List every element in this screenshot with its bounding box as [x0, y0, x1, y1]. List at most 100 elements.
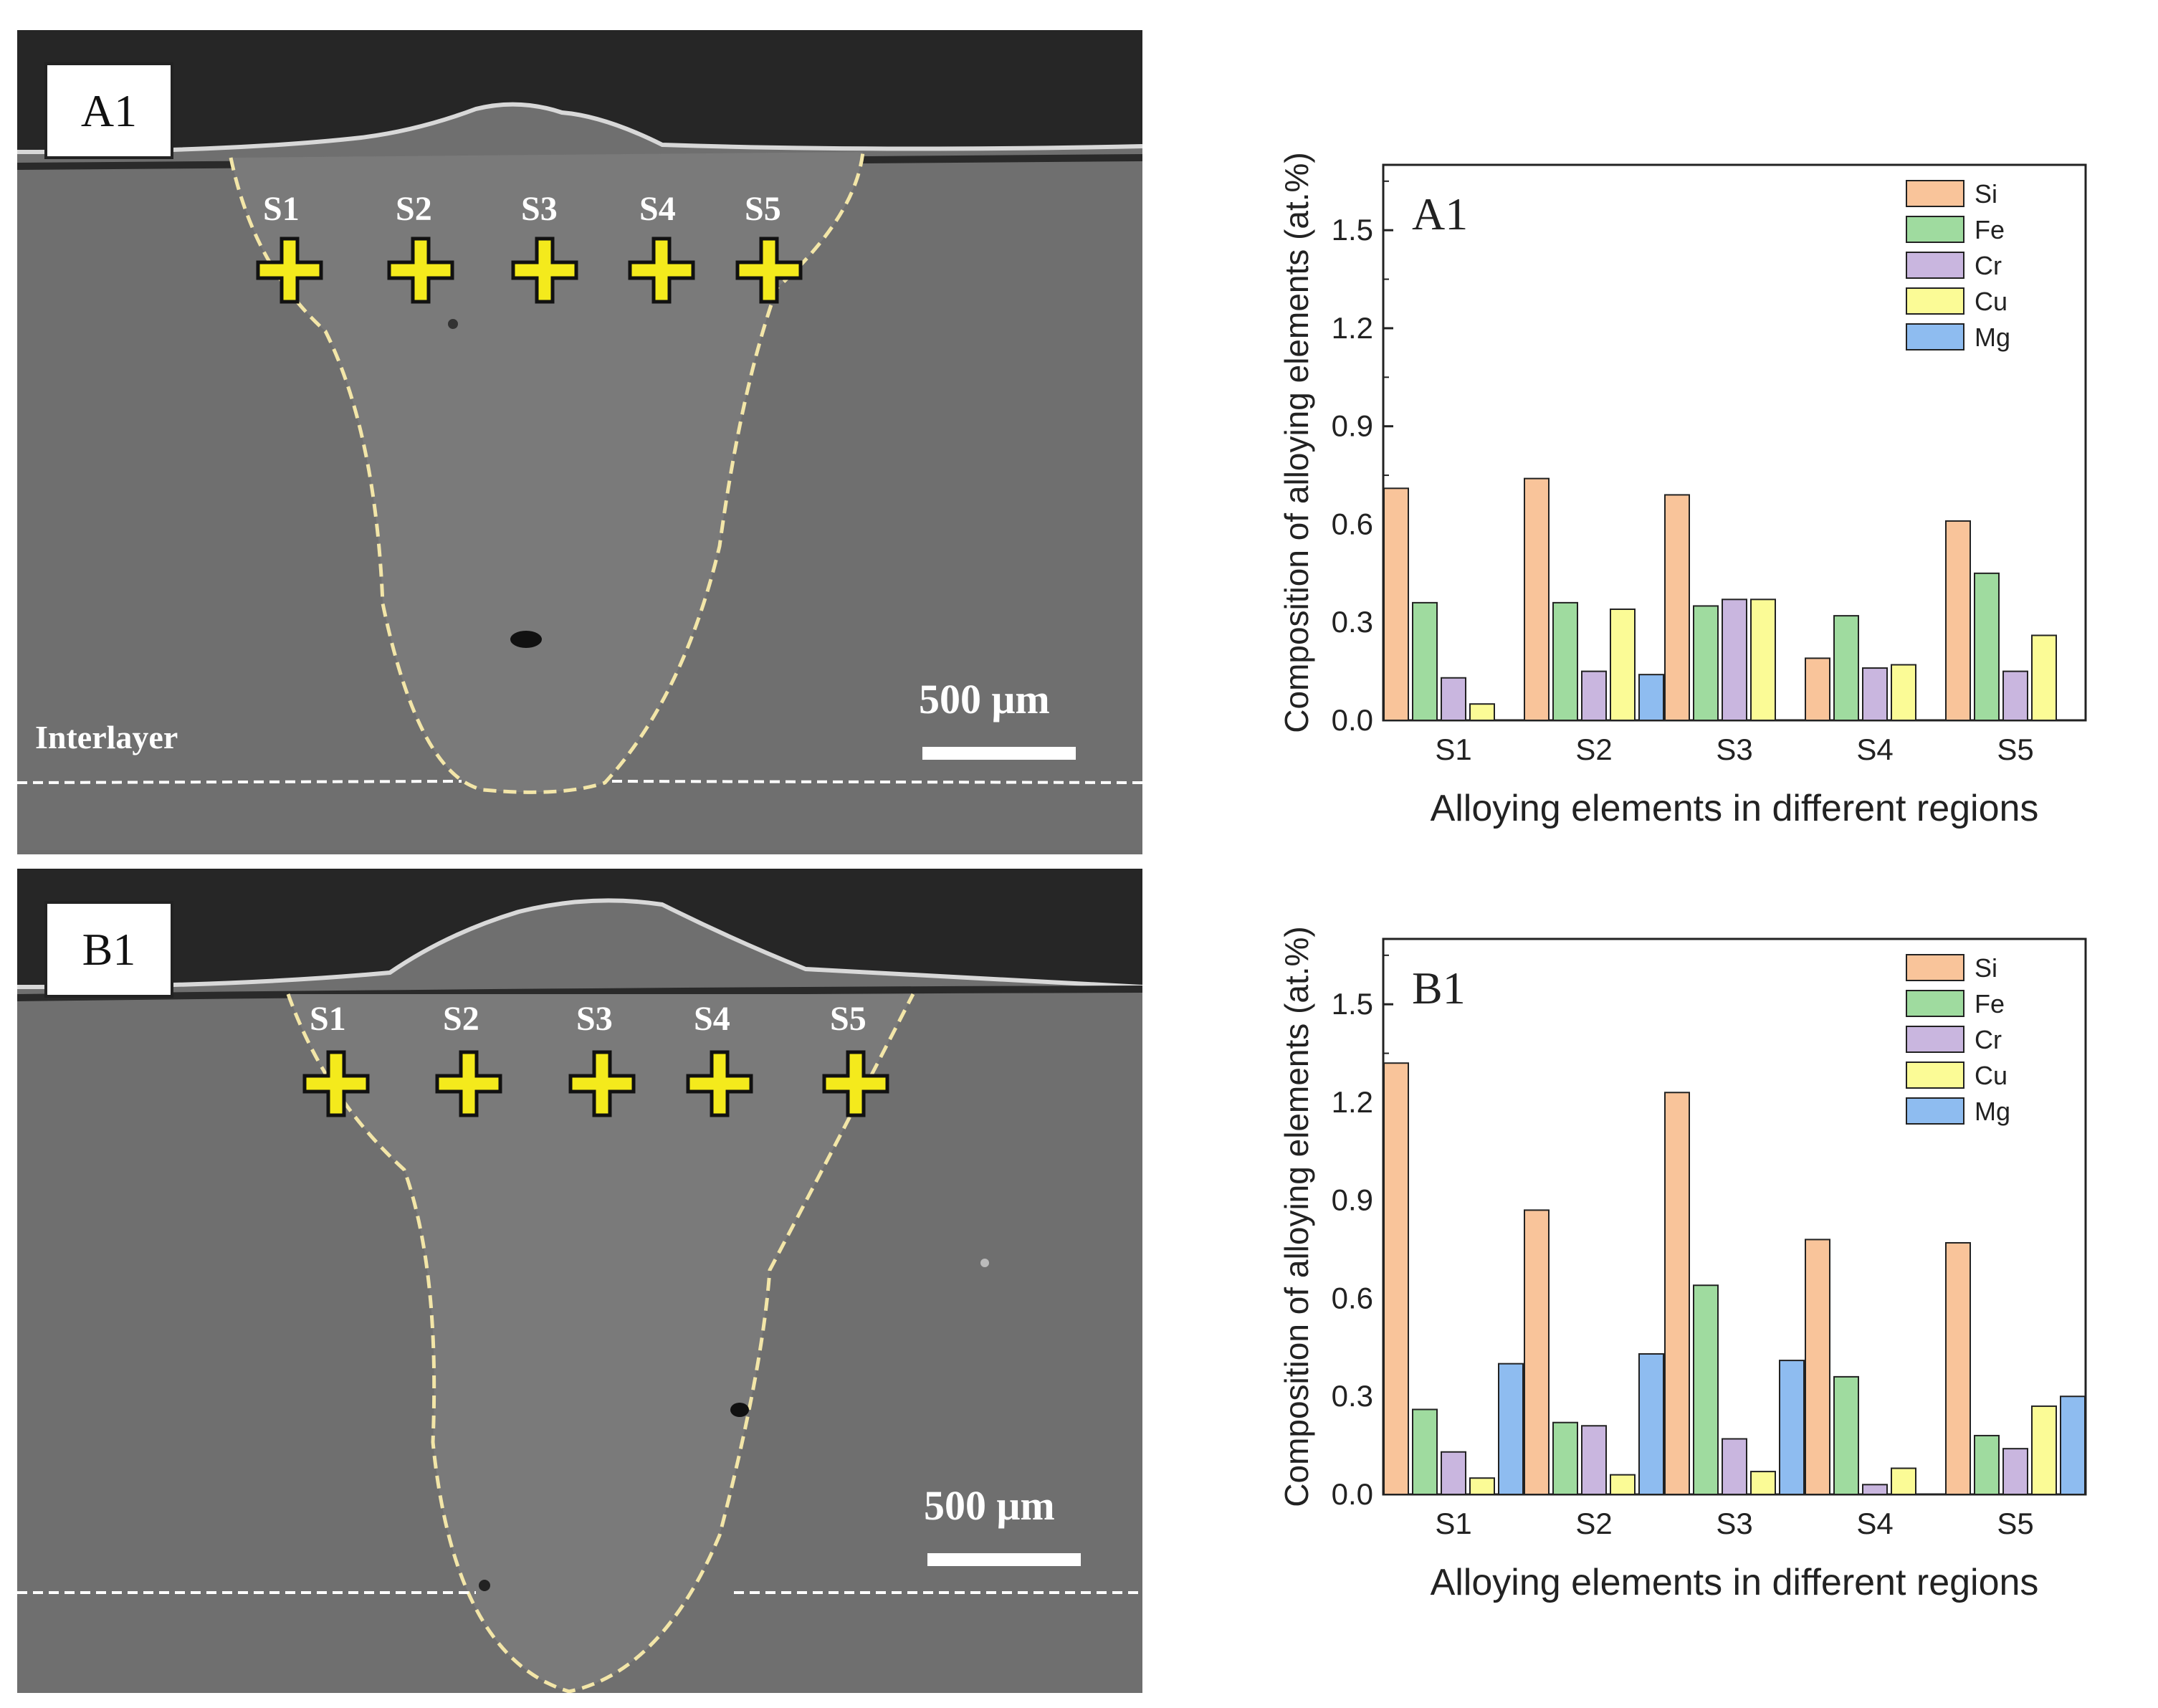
bar-cr	[1862, 667, 1888, 722]
y-tick-label: 1.2	[1332, 1085, 1373, 1119]
chart-panel-label: B1	[1412, 963, 1466, 1013]
bar-si	[1805, 1239, 1830, 1495]
y-tick-label: 0.3	[1332, 1379, 1373, 1413]
point-label-s1: S1	[310, 1000, 346, 1038]
bar-mg	[1779, 1360, 1805, 1496]
top-sheet-line	[17, 986, 1142, 1001]
bar-cu	[1750, 598, 1776, 722]
bar-fe	[1412, 601, 1438, 721]
measurement-markers-b1	[302, 1050, 889, 1117]
bar-si	[1805, 657, 1830, 721]
marker-s4	[686, 1050, 753, 1117]
x-tick-label: S5	[1997, 1507, 2033, 1540]
bar-fe	[1552, 1421, 1578, 1495]
plot-frame	[1382, 938, 2087, 1496]
y-tick-label: 1.5	[1332, 213, 1373, 247]
bar-cr	[1441, 677, 1466, 721]
bar-si	[1383, 487, 1409, 722]
bar-chart-a1: 0.0 0.3 0.6 0.9 1.2 1.5 S1 S2 S3 S4 S5 Alloying ele…	[1278, 152, 2087, 829]
x-tick-label: S4	[1856, 1507, 1893, 1540]
bar-fe	[1552, 601, 1578, 721]
pore	[510, 631, 542, 648]
scale-bar	[922, 747, 1076, 760]
chart-panel-label: A1	[1412, 189, 1468, 239]
bar-cu	[1469, 703, 1495, 721]
legend-swatch-cu	[1906, 1061, 1964, 1089]
bar-si	[1524, 1209, 1550, 1495]
x-axis-label: Alloying elements in different regions	[1431, 788, 2039, 829]
interlayer-line-left	[17, 780, 462, 784]
point-label-s1: S1	[263, 190, 300, 228]
legend-label-fe: Fe	[1975, 215, 2005, 244]
bar-si	[1524, 477, 1550, 721]
marker-s3	[511, 237, 578, 304]
bar-chart-b1: 0.0 0.3 0.6 0.9 1.2 1.5 S1 S2 S3 S4 S5 Alloying ele…	[1278, 926, 2087, 1603]
marker-s2	[387, 237, 454, 304]
bar-cu	[2031, 1405, 2057, 1495]
fusion-zone-outline	[286, 993, 915, 1693]
x-tick-label: S3	[1716, 733, 1752, 766]
scale-bar-label: 500 μm	[919, 676, 1050, 722]
scale-bar	[927, 1553, 1081, 1566]
chart-a1-container: 0.0 0.3 0.6 0.9 1.2 1.5 S1 S2 S3 S4 S5 Alloying ele…	[1247, 72, 2158, 860]
y-tick-label: 0.3	[1332, 605, 1373, 639]
bar-cr	[2002, 1448, 2028, 1495]
point-label-s2: S2	[396, 190, 432, 228]
bar-cr	[1441, 1451, 1466, 1495]
pore	[730, 1403, 749, 1417]
bar-cr	[1581, 1425, 1607, 1495]
mount-region	[17, 30, 1142, 152]
surface-edge	[17, 102, 1142, 154]
interlayer-label: Interlayer	[35, 719, 178, 755]
y-tick-label: 0.9	[1332, 409, 1373, 443]
particle	[980, 1259, 989, 1267]
pore	[448, 319, 458, 329]
y-tick-label: 0.6	[1332, 1281, 1373, 1315]
x-axis-label: Alloying elements in different regions	[1431, 1562, 2039, 1603]
point-label-s4: S4	[639, 190, 676, 228]
marker-s2	[435, 1050, 502, 1117]
x-tick-label: S1	[1435, 733, 1471, 766]
sem-b1-drawing	[17, 869, 1142, 1693]
bar-cr	[1722, 1438, 1747, 1495]
legend-label-cu: Cu	[1975, 287, 2007, 316]
y-tick-label: 0.9	[1332, 1183, 1373, 1217]
scale-bar-label: 500 μm	[924, 1482, 1055, 1529]
bar-cu	[1891, 1467, 1916, 1496]
pore	[479, 1580, 490, 1591]
legend-swatch-si	[1906, 180, 1964, 207]
x-tick-label: S2	[1575, 1507, 1612, 1540]
bar-cr	[1581, 670, 1607, 722]
bar-cu	[1469, 1477, 1495, 1495]
x-tick-label: S5	[1997, 733, 2033, 766]
legend-swatch-fe	[1906, 216, 1964, 243]
legend-label-si: Si	[1975, 953, 1997, 983]
point-label-s3: S3	[576, 1000, 613, 1038]
x-tick-label: S3	[1716, 1507, 1752, 1540]
mount-region	[17, 869, 1142, 987]
interlayer-line-right	[611, 780, 1142, 784]
point-label-s5: S5	[830, 1000, 866, 1038]
marker-s1	[302, 1050, 370, 1117]
bar-fe	[1412, 1408, 1438, 1495]
y-axis-label: Composition of alloying elements (at.%)	[1278, 152, 1315, 733]
y-tick-label: 0.6	[1332, 507, 1373, 540]
bar-cu	[1891, 664, 1916, 721]
legend-label-cu: Cu	[1975, 1061, 2007, 1090]
bar-fe	[1693, 1284, 1719, 1495]
point-label-s5: S5	[745, 190, 781, 228]
bar-fe	[1833, 615, 1859, 722]
marker-s5	[735, 237, 803, 304]
legend-label-mg: Mg	[1975, 1097, 2010, 1126]
bar-si	[1945, 1241, 1971, 1495]
legend-swatch-si	[1906, 954, 1964, 981]
y-tick-label: 0.0	[1332, 703, 1373, 737]
bar-cu	[1750, 1471, 1776, 1496]
measurement-markers-a1	[256, 237, 803, 304]
bar-cr	[1862, 1484, 1888, 1496]
legend-swatch-cu	[1906, 287, 1964, 315]
bar-si	[1664, 494, 1690, 721]
bar-mg	[1638, 674, 1664, 721]
y-tick-label: 1.5	[1332, 987, 1373, 1021]
bar-si	[1664, 1092, 1690, 1495]
